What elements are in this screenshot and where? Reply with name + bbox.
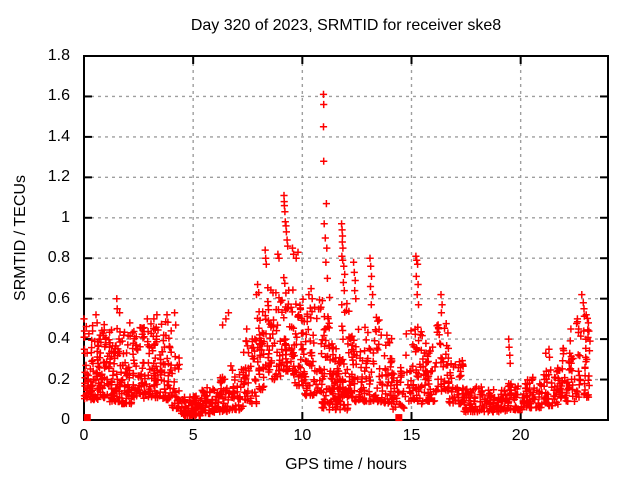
y-tick-label-0.6: 0.6 (47, 289, 70, 307)
square-marker (395, 414, 403, 422)
y-tick-label-0: 0 (61, 411, 70, 428)
scatter-points (80, 90, 594, 420)
plot-border (83, 55, 609, 421)
x-tick-label-20: 20 (511, 427, 530, 444)
x-tick-label-10: 10 (293, 427, 312, 444)
square-marker (83, 414, 91, 422)
x-axis-title: GPS time / hours (285, 456, 407, 473)
y-tick-label-1.2: 1.2 (47, 168, 70, 186)
y-tick-label-1.6: 1.6 (47, 87, 70, 105)
x-tick-label-0: 0 (79, 427, 89, 444)
y-tick-label-0.2: 0.2 (47, 370, 70, 388)
y-tick-label-0.8: 0.8 (47, 249, 70, 267)
y-tick-label-1.8: 1.8 (47, 47, 70, 64)
chart-title: Day 320 of 2023, SRMTID for receiver ske… (190, 17, 502, 34)
y-tick-label-1: 1 (61, 208, 70, 226)
x-tick-label-15: 15 (402, 427, 421, 444)
y-tick-label-0.4: 0.4 (47, 330, 70, 348)
y-tick-label-1.4: 1.4 (47, 127, 70, 145)
x-tick-label-5: 5 (188, 427, 198, 444)
